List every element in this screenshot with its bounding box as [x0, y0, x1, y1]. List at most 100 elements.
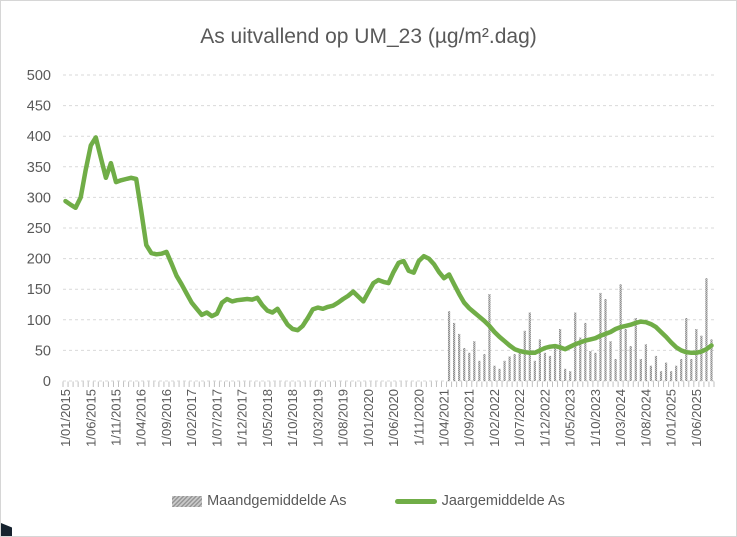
month-bar — [624, 329, 627, 381]
month-bar — [503, 360, 506, 381]
x-tick-label: 1/04/2021 — [437, 389, 452, 447]
month-bar — [533, 360, 536, 381]
x-tick-label: 1/09/2016 — [159, 389, 174, 447]
month-bar — [604, 299, 607, 381]
month-bar — [705, 278, 708, 381]
month-bar — [478, 360, 481, 381]
month-bar — [690, 359, 693, 381]
x-tick-label: 1/03/2024 — [613, 389, 628, 447]
x-tick-label: 1/04/2016 — [134, 389, 149, 447]
x-tick-label: 1/12/2022 — [537, 389, 552, 447]
x-tick-label: 1/11/2015 — [109, 389, 124, 446]
month-bar — [619, 284, 622, 381]
x-tick-label: 1/11/2020 — [411, 389, 426, 446]
y-tick-label: 150 — [27, 282, 51, 298]
month-bar — [493, 365, 496, 381]
x-tick-label: 1/06/2020 — [386, 389, 401, 447]
month-bar — [710, 339, 713, 381]
bar-swatch-icon — [172, 495, 203, 507]
x-tick-label: 1/06/2025 — [689, 389, 704, 447]
line-series-jaargemiddelde — [63, 135, 714, 356]
month-bar — [634, 318, 637, 381]
month-bar — [675, 365, 678, 381]
month-bar — [513, 354, 516, 381]
bar-series-maandgemiddelde — [447, 278, 713, 381]
month-bar — [700, 335, 703, 381]
month-bar — [463, 348, 466, 381]
month-bar — [488, 294, 491, 381]
x-tick-label: 1/05/2018 — [260, 389, 275, 447]
y-tick-label: 0 — [43, 374, 51, 390]
month-bar — [654, 355, 658, 381]
x-tick-label: 1/07/2017 — [209, 389, 224, 447]
y-tick-label: 300 — [27, 190, 51, 206]
month-bar — [453, 322, 456, 381]
y-tick-label: 100 — [27, 313, 51, 329]
x-tick-label: 1/06/2015 — [83, 389, 98, 447]
month-bar — [553, 348, 557, 381]
month-bar — [483, 354, 486, 381]
month-bar — [538, 339, 541, 381]
y-tick-label: 350 — [27, 160, 51, 176]
month-bar — [473, 341, 476, 381]
month-bar — [685, 318, 688, 381]
chart-title: As uitvallend op UM_23 (µg/m².dag) — [200, 25, 537, 48]
month-bar — [523, 330, 526, 381]
y-tick-label: 200 — [27, 252, 51, 268]
x-tick-label: 1/08/2019 — [336, 389, 351, 447]
month-bar — [548, 355, 552, 381]
month-bar — [468, 352, 471, 381]
x-month-ticks — [62, 381, 715, 387]
x-tick-label: 1/10/2023 — [588, 389, 603, 447]
month-bar — [518, 349, 521, 381]
month-bar — [447, 311, 451, 381]
legend-label-maandgemiddelde: Maandgemiddelde As — [207, 493, 347, 509]
month-bar — [528, 312, 531, 381]
y-tick-label: 50 — [35, 343, 51, 359]
y-tick-label: 450 — [27, 99, 51, 115]
legend-item-jaargemiddelde: Jaargemiddelde As — [394, 493, 565, 509]
month-bar — [644, 344, 647, 381]
month-bar — [614, 359, 617, 381]
month-bar — [670, 371, 673, 381]
month-bar — [664, 362, 668, 381]
y-tick-label: 250 — [27, 221, 51, 237]
y-tick-label: 500 — [27, 68, 51, 84]
x-tick-label: 1/07/2022 — [512, 389, 527, 447]
x-tick-label: 1/02/2017 — [184, 389, 199, 447]
x-axis-labels: 1/01/2015 1/06/2015 1/11/2015 1/04/2016 1/09… — [58, 389, 704, 447]
month-bar — [543, 352, 547, 381]
x-tick-label: 1/05/2023 — [563, 389, 578, 447]
month-bar — [508, 356, 511, 381]
month-bar — [659, 371, 663, 381]
legend: Maandgemiddelde As Jaargemiddelde As — [1, 493, 736, 509]
month-bar — [609, 341, 612, 381]
y-axis-labels: 0 50 100 150 200 250 300 350 400 450 500 — [27, 68, 51, 390]
month-bar — [680, 359, 683, 381]
x-tick-label: 1/08/2024 — [638, 389, 653, 447]
month-bar — [584, 322, 587, 381]
x-tick-label: 1/01/2015 — [58, 389, 73, 447]
month-bar — [569, 371, 572, 381]
x-tick-label: 1/01/2020 — [361, 389, 376, 447]
corner-artifact — [1, 523, 12, 536]
month-bar — [498, 368, 501, 381]
month-bar — [458, 333, 461, 381]
month-bar — [639, 359, 642, 381]
legend-label-jaargemiddelde: Jaargemiddelde As — [441, 493, 565, 509]
month-bar — [558, 329, 562, 381]
month-bar — [649, 365, 653, 381]
x-tick-label: 1/01/2025 — [664, 389, 679, 447]
legend-item-maandgemiddelde: Maandgemiddelde As — [172, 493, 347, 509]
y-tick-label: 400 — [27, 129, 51, 145]
month-bar — [579, 337, 582, 381]
month-bar — [564, 368, 567, 381]
x-tick-label: 1/02/2022 — [487, 389, 502, 447]
x-tick-label: 1/03/2019 — [310, 389, 325, 447]
month-bar — [589, 351, 592, 381]
x-tick-label: 1/09/2021 — [462, 389, 477, 447]
x-tick-label: 1/10/2018 — [285, 389, 300, 447]
month-bar — [629, 346, 632, 381]
